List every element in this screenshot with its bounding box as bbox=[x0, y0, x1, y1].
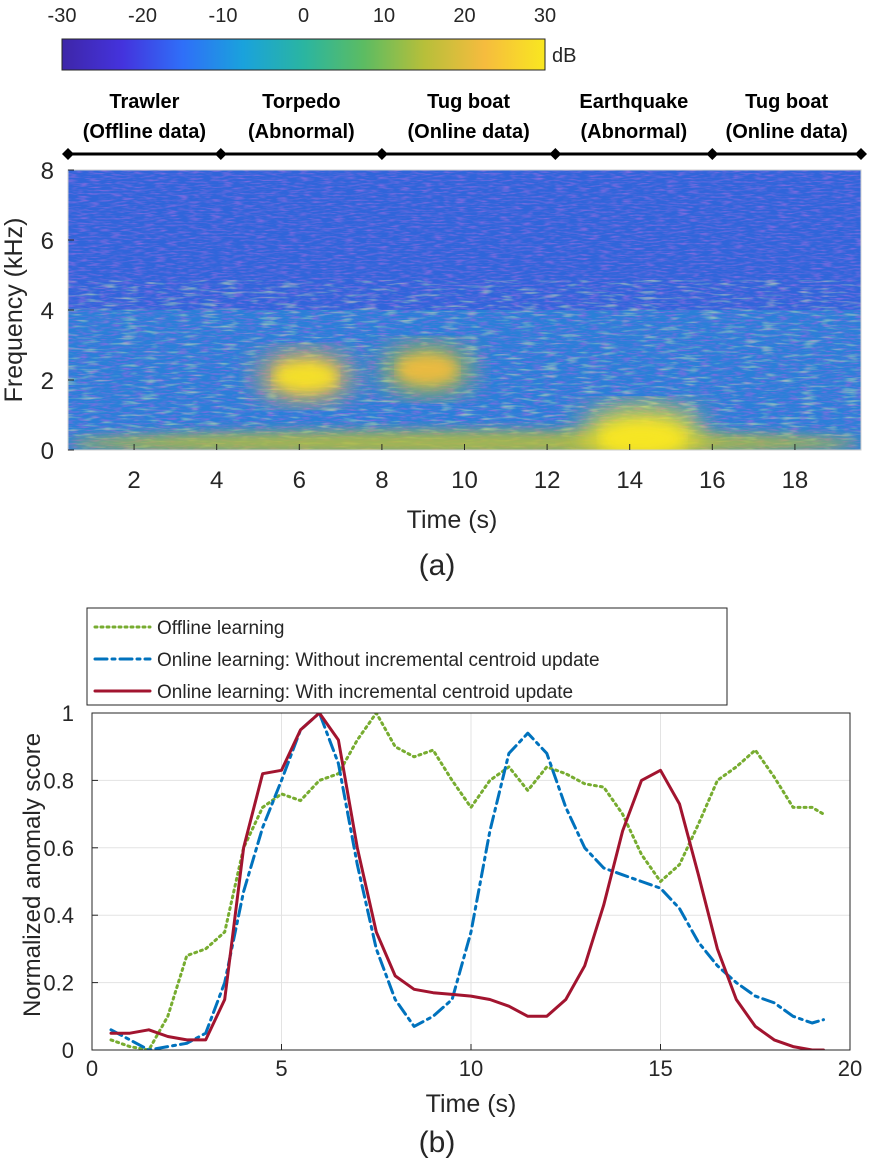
x-tick-label: 18 bbox=[782, 467, 809, 494]
panel-a: Trawler (Offline data) Torpedo (Abnormal) Tu… bbox=[0, 91, 867, 582]
series-line-3 bbox=[109, 713, 825, 1050]
segment-boundary-marker bbox=[375, 148, 388, 160]
x-tick-label: 4 bbox=[210, 467, 223, 494]
colorbar-tick-label: 10 bbox=[373, 5, 395, 27]
colorbar-tick-label: -10 bbox=[209, 5, 238, 27]
y-tick-label: 4 bbox=[41, 298, 54, 325]
series-lines bbox=[109, 713, 825, 1050]
segment-boundary-marker bbox=[706, 148, 719, 160]
panel-b: Offline learning Online learning: Without… bbox=[19, 607, 862, 1159]
segment-sublabel: (Online data) bbox=[726, 121, 848, 143]
y-tick-label: 0 bbox=[62, 1038, 74, 1063]
energy-region-core bbox=[273, 362, 338, 391]
segment-boundary-marker bbox=[549, 148, 562, 160]
segment-label: Torpedo bbox=[262, 91, 341, 113]
x-tick-label: 0 bbox=[86, 1056, 98, 1081]
x-tick-label: 5 bbox=[275, 1056, 287, 1081]
y-tick-label: 8 bbox=[41, 158, 54, 185]
legend-label: Online learning: Without incremental cen… bbox=[157, 650, 600, 671]
energy-region-core bbox=[397, 355, 458, 384]
x-ticks: 0 5 10 15 20 bbox=[86, 1044, 862, 1081]
y-tick-label: 0.2 bbox=[43, 971, 74, 996]
y-tick-label: 0.6 bbox=[43, 836, 74, 861]
y-tick-label: 2 bbox=[41, 368, 54, 395]
segment-boundary-marker bbox=[855, 148, 867, 160]
segment-boundary-marker bbox=[214, 148, 227, 160]
spectrogram-y-ticks: 0 2 4 6 8 bbox=[41, 158, 74, 465]
spectrogram-x-ticks: 2 4 6 8 10 12 14 16 18 bbox=[127, 444, 808, 494]
legend-label: Online learning: With incremental centro… bbox=[157, 682, 573, 703]
spectrogram-x-label: Time (s) bbox=[407, 506, 498, 534]
legend-label: Offline learning bbox=[157, 618, 284, 639]
x-tick-label: 6 bbox=[293, 467, 306, 494]
segment-sublabel: (Online data) bbox=[408, 121, 530, 143]
y-tick-label: 0.8 bbox=[43, 768, 74, 793]
x-tick-label: 20 bbox=[838, 1056, 862, 1081]
colorbar-tick-labels: -30 -20 -10 0 10 20 30 bbox=[48, 5, 557, 27]
segment-sublabel: (Abnormal) bbox=[581, 121, 688, 143]
segment-label: Earthquake bbox=[579, 91, 688, 113]
colorbar-unit: dB bbox=[552, 45, 576, 67]
colorbar-tick-label: -20 bbox=[128, 5, 157, 27]
x-tick-label: 14 bbox=[616, 467, 643, 494]
colorbar-tick-label: 30 bbox=[534, 5, 556, 27]
energy-region bbox=[68, 431, 861, 450]
colorbar-tick-label: 0 bbox=[298, 5, 309, 27]
segment-label: Tug boat bbox=[427, 91, 510, 113]
y-tick-label: 0.4 bbox=[43, 903, 74, 928]
colorbar-tick-label: -30 bbox=[48, 5, 77, 27]
segment-markers bbox=[62, 148, 867, 160]
x-tick-label: 10 bbox=[451, 467, 478, 494]
energy-region-core bbox=[600, 422, 684, 450]
segment-label: Tug boat bbox=[745, 91, 828, 113]
y-tick-label: 6 bbox=[41, 228, 54, 255]
segment-sublabel: (Abnormal) bbox=[248, 121, 355, 143]
legend-box bbox=[86, 607, 728, 706]
segment-label: Trawler bbox=[109, 91, 179, 113]
colorbar: -30 -20 -10 0 10 20 30 dB bbox=[48, 5, 576, 71]
x-tick-label: 16 bbox=[699, 467, 726, 494]
segment-sublabel: (Offline data) bbox=[83, 121, 206, 143]
colorbar-tick-label: 20 bbox=[453, 5, 475, 27]
legend-entries: Offline learning Online learning: Without… bbox=[93, 618, 600, 703]
x-axis-label: Time (s) bbox=[426, 1090, 517, 1118]
spectrogram-y-label: Frequency (kHz) bbox=[0, 218, 28, 403]
x-tick-label: 8 bbox=[375, 467, 388, 494]
segment-boundary-marker bbox=[62, 148, 74, 160]
y-tick-label: 0 bbox=[41, 438, 54, 465]
colorbar-gradient bbox=[61, 38, 546, 71]
x-tick-label: 12 bbox=[534, 467, 561, 494]
x-tick-label: 15 bbox=[648, 1056, 672, 1081]
legend: Offline learning Online learning: Without… bbox=[86, 607, 728, 706]
x-tick-label: 2 bbox=[127, 467, 140, 494]
y-axis-label: Normalized anomaly score bbox=[19, 733, 46, 1017]
y-tick-label: 1 bbox=[62, 701, 74, 726]
series-line-1 bbox=[109, 713, 825, 1050]
segment-labels: Trawler (Offline data) Torpedo (Abnormal) Tu… bbox=[83, 91, 848, 143]
spectrogram bbox=[68, 170, 861, 450]
spectrogram-energy-regions bbox=[68, 345, 861, 450]
caption-a: (a) bbox=[419, 549, 456, 582]
x-tick-label: 10 bbox=[459, 1056, 483, 1081]
y-ticks: 0 0.2 0.4 0.6 0.8 1 bbox=[43, 701, 98, 1063]
caption-b: (b) bbox=[419, 1126, 456, 1159]
